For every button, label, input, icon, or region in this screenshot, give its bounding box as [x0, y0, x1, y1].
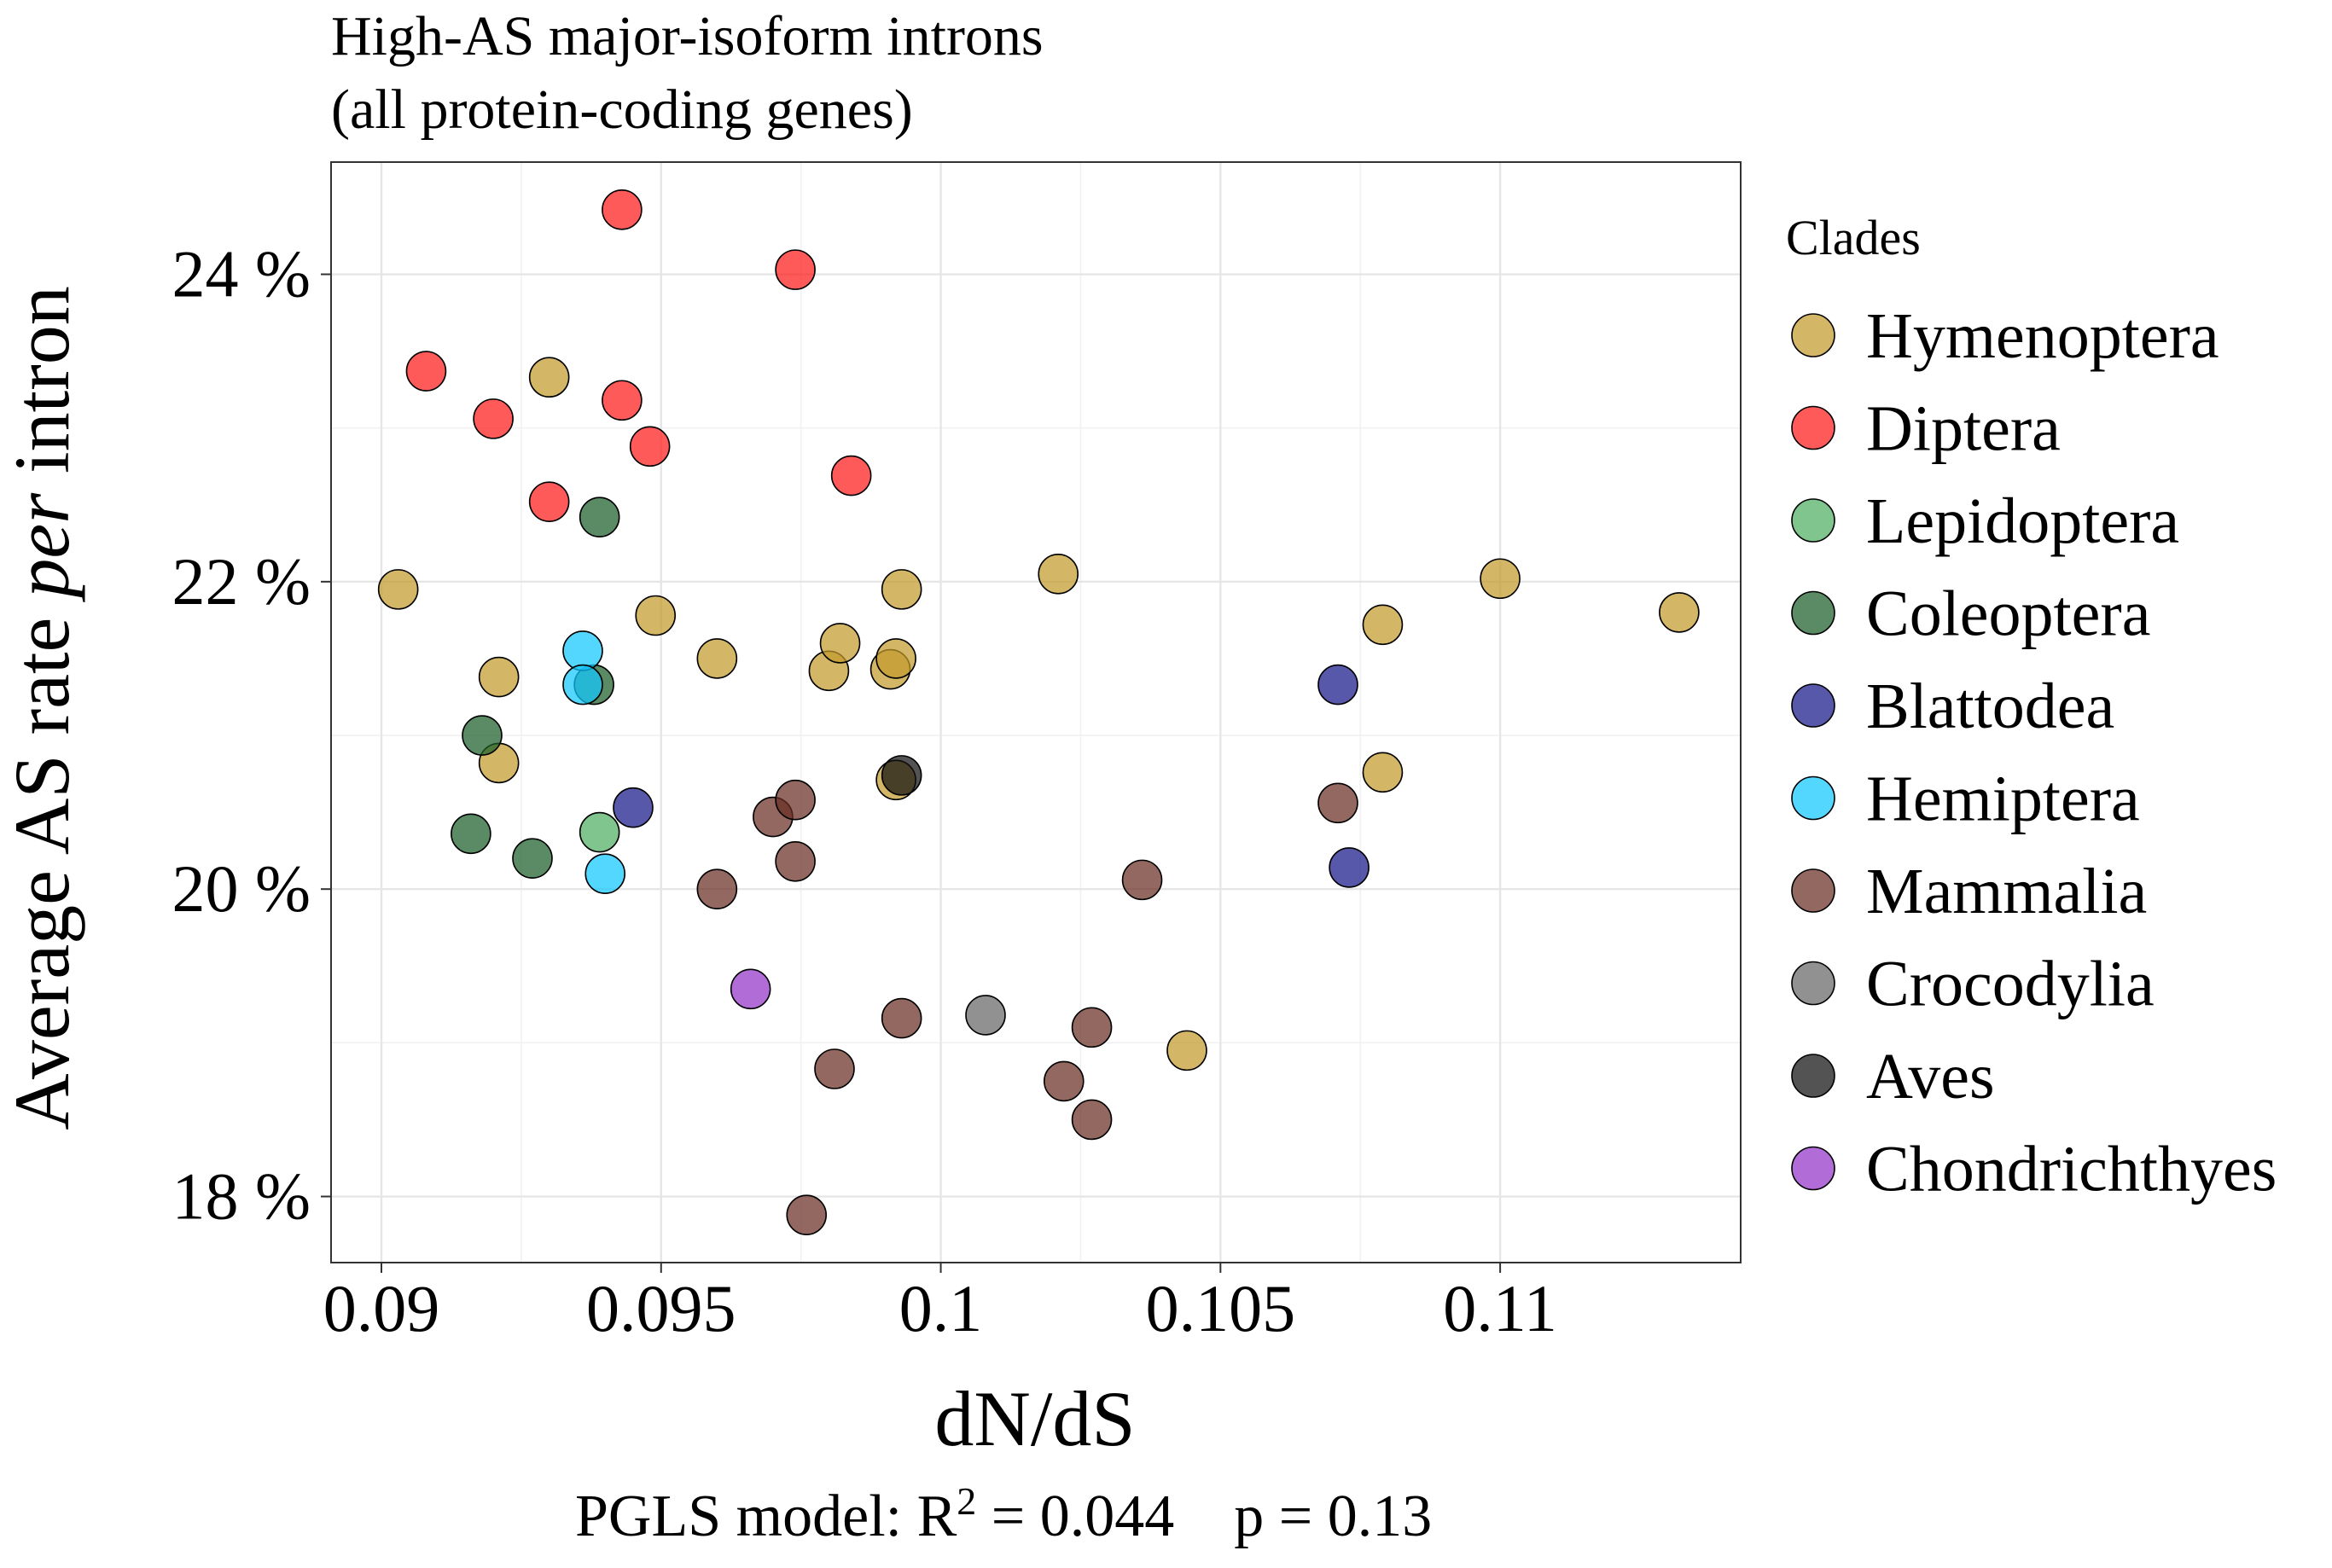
- legend-key-lepidoptera: [1791, 498, 1835, 543]
- legend-label-mammalia: Mammalia: [1866, 856, 2147, 927]
- data-point-hymenoptera: [1480, 558, 1521, 600]
- data-point-mammalia: [696, 868, 738, 909]
- data-point-blattodea: [613, 787, 654, 828]
- plot-panel-border: [330, 161, 1742, 1263]
- x-tick-label: 0.11: [1443, 1271, 1557, 1345]
- data-point-hymenoptera: [377, 569, 419, 610]
- legend-label-coleoptera: Coleoptera: [1866, 578, 2150, 650]
- legend-label-crocodylia: Crocodylia: [1866, 949, 2155, 1020]
- data-point-hymenoptera: [478, 656, 520, 698]
- legend-label-aves: Aves: [1866, 1041, 1995, 1112]
- data-point-coleoptera: [451, 813, 491, 855]
- data-point-hymenoptera: [875, 638, 916, 679]
- data-point-coleoptera: [579, 497, 620, 537]
- data-point-hymenoptera: [528, 357, 570, 398]
- data-point-hymenoptera: [819, 623, 861, 664]
- legend-label-lepidoptera: Lepidoptera: [1866, 485, 2179, 557]
- legend-key-aves: [1791, 1054, 1835, 1098]
- x-axis-ticks: 0.09 0.095 0.1 0.105 0.11: [323, 1263, 1557, 1345]
- data-point-mammalia: [775, 779, 816, 821]
- legend-key-crocodylia: [1791, 961, 1835, 1006]
- x-tick-label: 0.095: [586, 1271, 736, 1345]
- data-point-mammalia: [1071, 1099, 1113, 1141]
- data-point-diptera: [405, 351, 447, 392]
- data-point-coleoptera: [512, 838, 553, 879]
- data-point-hymenoptera: [1166, 1030, 1207, 1071]
- legend-title: Clades: [1786, 210, 1921, 265]
- legend-key-hemiptera: [1791, 775, 1835, 821]
- plot-gridlines: [331, 162, 1741, 1263]
- data-point-hymenoptera: [1362, 752, 1404, 793]
- data-point-mammalia: [786, 1194, 828, 1235]
- data-point-lepidoptera: [579, 811, 620, 853]
- legend-label-chondrichthyes: Chondrichthyes: [1866, 1134, 2277, 1205]
- data-point-diptera: [473, 398, 514, 439]
- data-point-crocodylia: [965, 995, 1006, 1036]
- legend-label-hymenoptera: Hymenoptera: [1866, 300, 2219, 372]
- data-point-mammalia: [814, 1048, 855, 1089]
- chart-title-line-2: (all protein-coding genes): [331, 78, 913, 141]
- legend-key-diptera: [1791, 405, 1835, 450]
- data-point-mammalia: [881, 997, 922, 1039]
- data-point-aves: [881, 755, 922, 796]
- legend-label-diptera: Diptera: [1866, 393, 2061, 465]
- data-point-diptera: [528, 481, 570, 522]
- data-point-hymenoptera: [1362, 604, 1404, 646]
- data-point-diptera: [775, 249, 816, 290]
- data-point-blattodea: [1317, 664, 1358, 706]
- data-point-mammalia: [1317, 782, 1358, 824]
- chart-title-line-1: High-AS major-isoform introns: [331, 5, 1044, 67]
- data-point-coleoptera: [462, 715, 503, 756]
- pgls-annotation: PGLS model: R2 = 0.044 p = 0.13: [575, 1479, 1432, 1550]
- legend-label-hemiptera: Hemiptera: [1866, 764, 2140, 835]
- legend-label-blattodea: Blattodea: [1866, 671, 2114, 742]
- data-point-hymenoptera: [696, 638, 738, 679]
- data-point-diptera: [629, 426, 671, 467]
- data-point-diptera: [602, 380, 643, 421]
- data-point-hymenoptera: [881, 569, 922, 610]
- data-point-mammalia: [1121, 859, 1163, 901]
- y-axis-title-italic: per: [0, 492, 85, 603]
- data-point-mammalia: [1071, 1007, 1113, 1048]
- pgls-annotation-values: = 0.044 p = 0.13: [976, 1484, 1432, 1549]
- data-point-hymenoptera: [1038, 554, 1079, 595]
- x-axis-title: dN/dS: [934, 1375, 1135, 1462]
- data-point-chondrichthyes: [730, 968, 771, 1010]
- data-point-hymenoptera: [635, 595, 677, 636]
- y-axis-title-part-1: Average AS rate: [0, 598, 85, 1130]
- y-tick-label: 20 %: [172, 851, 311, 926]
- plot-points: [377, 189, 1700, 1235]
- x-tick-label: 0.1: [899, 1271, 983, 1345]
- y-axis-title-part-2: intron: [0, 286, 85, 493]
- data-point-hymenoptera: [1659, 592, 1700, 633]
- legend-key-hymenoptera: [1791, 313, 1835, 357]
- data-point-diptera: [602, 189, 643, 230]
- y-tick-label: 24 %: [172, 237, 311, 311]
- y-axis-ticks: 18 % 20 % 22 % 24 %: [172, 237, 331, 1234]
- legend-key-mammalia: [1791, 868, 1835, 913]
- y-tick-label: 18 %: [172, 1159, 311, 1234]
- legend-key-chondrichthyes: [1791, 1146, 1835, 1191]
- legend-key-blattodea: [1791, 683, 1835, 728]
- pgls-annotation-superscript: 2: [957, 1479, 976, 1523]
- data-point-mammalia: [775, 840, 816, 882]
- y-tick-label: 22 %: [172, 544, 311, 618]
- data-point-hemiptera: [562, 664, 603, 706]
- legend-key-coleoptera: [1791, 590, 1835, 636]
- data-point-mammalia: [1043, 1060, 1085, 1102]
- y-axis-title: Average AS rate per intron: [0, 286, 85, 1130]
- pgls-annotation-text: PGLS model: R: [575, 1484, 957, 1549]
- data-point-blattodea: [1329, 847, 1370, 888]
- data-point-diptera: [830, 455, 872, 497]
- legend: Hymenoptera Diptera Lepidoptera Coleoptera B…: [1791, 300, 2277, 1205]
- x-tick-label: 0.09: [323, 1271, 440, 1345]
- data-point-hemiptera: [584, 853, 626, 894]
- x-tick-label: 0.105: [1146, 1271, 1296, 1345]
